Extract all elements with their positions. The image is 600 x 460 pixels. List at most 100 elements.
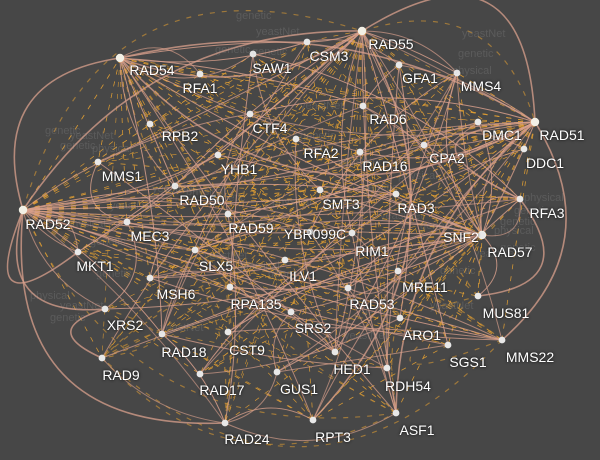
- edge-genetic: [22, 209, 229, 333]
- edge-physical: [119, 30, 363, 78]
- edge-genetic: [119, 57, 201, 75]
- edge-physical: [97, 161, 336, 353]
- graph-node-rad52[interactable]: [18, 205, 28, 215]
- graph-node-hed1[interactable]: [331, 348, 339, 356]
- graph-node-rad9[interactable]: [98, 354, 106, 362]
- graph-node-rfa1[interactable]: [196, 70, 204, 78]
- edge-physical: [477, 234, 498, 297]
- graph-node-csm3[interactable]: [303, 38, 311, 46]
- edge-genetic: [312, 198, 521, 421]
- edge-genetic: [194, 41, 308, 251]
- edge-physical: [224, 213, 237, 424]
- graph-node-slx5[interactable]: [191, 246, 199, 254]
- edge-genetic: [284, 234, 483, 261]
- edge-physical: [224, 412, 397, 442]
- graph-node-msh6[interactable]: [146, 274, 154, 282]
- edge-physical: [347, 287, 397, 414]
- graph-node-ctf4[interactable]: [246, 110, 254, 118]
- edge-genetic: [77, 64, 400, 253]
- edge-physical: [224, 407, 314, 424]
- graph-node-srs2[interactable]: [287, 308, 295, 316]
- edge-physical: [423, 132, 525, 150]
- graph-node-rad57[interactable]: [478, 231, 486, 239]
- graph-node-rpa135[interactable]: [226, 283, 234, 291]
- edge-physical: [20, 209, 226, 425]
- graph-node-rad6[interactable]: [359, 102, 367, 110]
- graph-node-rad54[interactable]: [115, 53, 125, 63]
- graph-node-yhb1[interactable]: [214, 151, 222, 159]
- graph-node-dmc1[interactable]: [474, 118, 482, 126]
- edge-physical: [319, 189, 483, 236]
- edge-genetic: [22, 209, 286, 261]
- graph-node-mkt1[interactable]: [74, 248, 82, 256]
- graph-node-mms1[interactable]: [94, 158, 102, 166]
- graph-node-ilv1[interactable]: [281, 256, 289, 264]
- edge-physical: [22, 209, 483, 236]
- graph-node-rfa2[interactable]: [292, 135, 300, 143]
- edge-physical: [217, 30, 363, 156]
- edge-genetic: [224, 259, 286, 424]
- edge-physical: [104, 221, 137, 310]
- graph-node-rad3[interactable]: [392, 190, 400, 198]
- edge-genetic: [22, 193, 397, 211]
- graph-node-gus1[interactable]: [273, 368, 281, 376]
- graph-node-rfa3[interactable]: [516, 195, 524, 203]
- graph-node-aro1[interactable]: [396, 314, 404, 322]
- graph-node-gfa1[interactable]: [395, 61, 403, 69]
- edge-physical: [22, 113, 251, 211]
- edge-physical: [22, 154, 219, 211]
- graph-node-rpt3[interactable]: [309, 416, 317, 424]
- graph-node-rad59[interactable]: [224, 210, 232, 218]
- graph-node-mus81[interactable]: [474, 292, 482, 300]
- edge-physical: [22, 193, 397, 211]
- edge-physical: [351, 148, 525, 234]
- edge-genetic: [199, 121, 536, 375]
- edge-genetic: [22, 30, 363, 211]
- edge-physical: [312, 121, 536, 421]
- edge-genetic: [119, 57, 231, 424]
- graph-node-ddc1[interactable]: [520, 145, 528, 153]
- edge-genetic: [101, 339, 503, 448]
- graph-node-mms22[interactable]: [498, 336, 506, 344]
- graph-node-rdh54[interactable]: [383, 364, 391, 372]
- edge-physical: [481, 198, 521, 237]
- edge-genetic: [22, 151, 361, 211]
- graph-node-smt3[interactable]: [316, 186, 324, 194]
- graph-node-rad18[interactable]: [158, 330, 166, 338]
- graph-node-rad53[interactable]: [344, 284, 352, 292]
- graph-node-rad55[interactable]: [357, 26, 367, 36]
- graph-node-rad16[interactable]: [356, 148, 364, 156]
- graph-node-rpb2[interactable]: [146, 120, 154, 128]
- edge-genetic: [22, 10, 363, 211]
- edge-physical: [272, 311, 292, 373]
- edge-physical: [480, 196, 521, 236]
- graph-node-rim1[interactable]: [348, 229, 356, 237]
- graph-node-cst9[interactable]: [224, 328, 232, 336]
- graph-node-sgs1[interactable]: [444, 341, 452, 349]
- edge-genetic: [229, 286, 449, 346]
- graph-node-mms4[interactable]: [453, 69, 461, 77]
- graph-node-cpa2[interactable]: [420, 141, 428, 149]
- edge-physical: [119, 40, 536, 123]
- graph-node-mec3[interactable]: [123, 218, 131, 226]
- graph-node-ybr099c[interactable]: [306, 228, 314, 236]
- graph-node-asf1[interactable]: [392, 409, 400, 417]
- graph-node-xrs2[interactable]: [101, 305, 109, 313]
- graph-node-rad50[interactable]: [171, 182, 179, 190]
- edge-genetic: [149, 144, 425, 279]
- graph-node-rad24[interactable]: [221, 419, 229, 427]
- graph-node-rad17[interactable]: [196, 370, 204, 378]
- graph-node-saw1[interactable]: [249, 50, 257, 58]
- edge-genetic: [161, 287, 349, 335]
- edge-physical: [101, 357, 226, 424]
- edge-genetic: [101, 30, 363, 359]
- edge-physical: [22, 209, 226, 424]
- graph-node-rad51[interactable]: [530, 117, 540, 127]
- edge-physical: [194, 249, 503, 341]
- physical-edges-group: [6, 0, 567, 442]
- edge-genetic: [149, 123, 503, 341]
- edge-physical: [174, 121, 536, 187]
- graph-node-mre11[interactable]: [394, 267, 402, 275]
